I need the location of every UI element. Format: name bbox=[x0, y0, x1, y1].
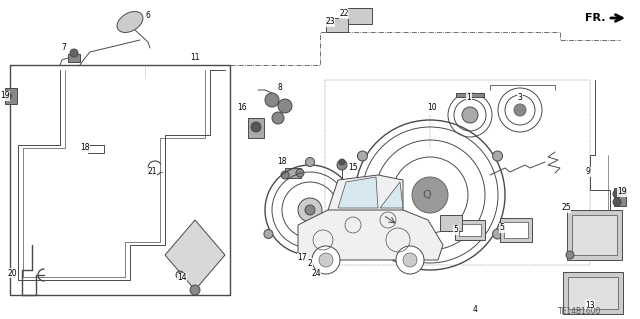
Text: 14: 14 bbox=[177, 273, 187, 283]
Bar bbox=[568, 277, 618, 309]
Circle shape bbox=[339, 159, 345, 165]
Bar bbox=[326, 18, 348, 32]
Polygon shape bbox=[328, 175, 403, 210]
Text: 6: 6 bbox=[145, 11, 150, 19]
Circle shape bbox=[305, 205, 315, 215]
Circle shape bbox=[358, 151, 367, 161]
Circle shape bbox=[278, 99, 292, 113]
Polygon shape bbox=[165, 220, 225, 290]
Bar bbox=[456, 93, 484, 97]
Bar bbox=[88, 145, 104, 153]
Bar bbox=[455, 220, 485, 240]
Text: 4: 4 bbox=[472, 306, 477, 315]
Ellipse shape bbox=[117, 11, 143, 33]
Circle shape bbox=[396, 246, 424, 274]
Bar bbox=[5, 88, 17, 104]
Circle shape bbox=[70, 49, 78, 57]
Circle shape bbox=[190, 285, 200, 295]
Text: 9: 9 bbox=[586, 167, 591, 176]
Text: 18: 18 bbox=[80, 144, 90, 152]
Bar bbox=[248, 118, 264, 138]
Circle shape bbox=[412, 177, 448, 213]
Circle shape bbox=[176, 271, 184, 279]
Text: 3: 3 bbox=[518, 93, 522, 101]
Circle shape bbox=[305, 158, 314, 167]
Circle shape bbox=[462, 107, 478, 123]
Text: 19: 19 bbox=[0, 92, 10, 100]
Circle shape bbox=[265, 93, 279, 107]
Circle shape bbox=[264, 229, 273, 239]
Bar bbox=[572, 215, 617, 255]
Text: 8: 8 bbox=[278, 84, 282, 93]
Text: 5: 5 bbox=[500, 224, 504, 233]
Bar bbox=[504, 222, 528, 238]
Bar bbox=[285, 168, 301, 178]
Circle shape bbox=[4, 93, 12, 100]
Text: 19: 19 bbox=[617, 188, 627, 197]
Text: 17: 17 bbox=[297, 254, 307, 263]
Text: 5: 5 bbox=[454, 226, 458, 234]
Circle shape bbox=[272, 112, 284, 124]
Polygon shape bbox=[298, 195, 443, 260]
Text: 11: 11 bbox=[190, 54, 200, 63]
Text: Q: Q bbox=[422, 190, 431, 200]
Bar bbox=[500, 218, 532, 242]
Bar bbox=[563, 272, 623, 314]
Bar bbox=[68, 54, 80, 62]
Circle shape bbox=[337, 160, 347, 170]
Circle shape bbox=[403, 253, 417, 267]
Bar bbox=[310, 248, 332, 260]
Text: 22: 22 bbox=[339, 10, 349, 19]
Text: 2: 2 bbox=[308, 258, 312, 268]
Text: TE14B1600: TE14B1600 bbox=[558, 308, 602, 316]
Text: 16: 16 bbox=[237, 103, 247, 113]
Text: 21: 21 bbox=[147, 167, 157, 176]
Bar bbox=[459, 224, 481, 236]
Circle shape bbox=[358, 229, 367, 239]
Text: 24: 24 bbox=[311, 270, 321, 278]
Circle shape bbox=[312, 246, 340, 274]
Text: 10: 10 bbox=[427, 103, 437, 113]
Circle shape bbox=[514, 104, 526, 116]
Bar bbox=[440, 215, 462, 231]
Text: 23: 23 bbox=[325, 18, 335, 26]
Circle shape bbox=[320, 263, 330, 273]
Circle shape bbox=[296, 169, 304, 177]
Circle shape bbox=[319, 253, 333, 267]
Bar bbox=[348, 8, 372, 24]
Polygon shape bbox=[338, 177, 378, 208]
Text: 18: 18 bbox=[277, 158, 287, 167]
Circle shape bbox=[613, 190, 621, 198]
Text: 15: 15 bbox=[348, 164, 358, 173]
Text: 20: 20 bbox=[7, 269, 17, 278]
Bar bbox=[567, 210, 622, 260]
Text: FR.: FR. bbox=[585, 13, 605, 23]
Bar bbox=[614, 188, 626, 206]
Circle shape bbox=[298, 198, 322, 222]
Circle shape bbox=[347, 229, 356, 239]
Text: 7: 7 bbox=[61, 42, 67, 51]
Circle shape bbox=[566, 251, 574, 259]
Circle shape bbox=[281, 171, 289, 179]
Circle shape bbox=[613, 198, 621, 206]
Text: 1: 1 bbox=[467, 93, 472, 101]
Text: 25: 25 bbox=[561, 204, 571, 212]
Circle shape bbox=[493, 151, 502, 161]
Text: 13: 13 bbox=[585, 300, 595, 309]
Circle shape bbox=[251, 122, 261, 132]
Circle shape bbox=[493, 229, 502, 239]
Polygon shape bbox=[380, 182, 403, 208]
